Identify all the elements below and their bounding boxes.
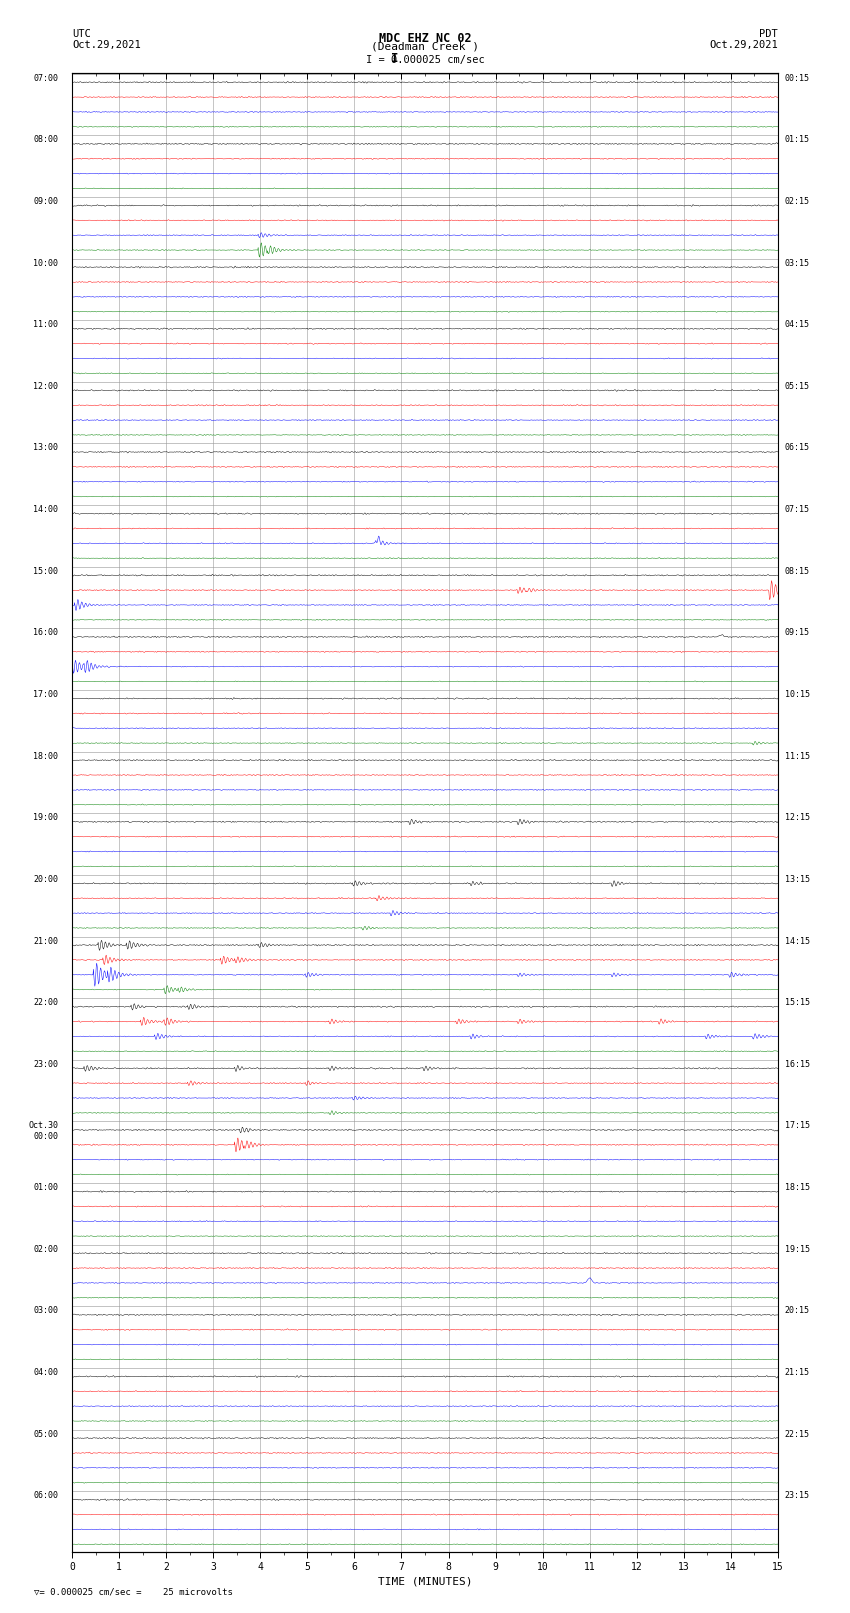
Text: 09:00: 09:00	[33, 197, 58, 206]
Text: 09:15: 09:15	[785, 629, 810, 637]
Text: 12:15: 12:15	[785, 813, 810, 823]
Text: 01:00: 01:00	[33, 1182, 58, 1192]
Text: 16:00: 16:00	[33, 629, 58, 637]
Text: 03:00: 03:00	[33, 1307, 58, 1315]
Text: 11:15: 11:15	[785, 752, 810, 761]
Text: 13:00: 13:00	[33, 444, 58, 453]
Text: 17:00: 17:00	[33, 690, 58, 698]
Text: (Deadman Creek ): (Deadman Creek )	[371, 42, 479, 52]
Text: 06:15: 06:15	[785, 444, 810, 453]
Text: 15:00: 15:00	[33, 566, 58, 576]
Text: 22:15: 22:15	[785, 1429, 810, 1439]
Text: 07:00: 07:00	[33, 74, 58, 82]
Text: 23:00: 23:00	[33, 1060, 58, 1069]
Text: 19:15: 19:15	[785, 1245, 810, 1253]
Text: PDT: PDT	[759, 29, 778, 39]
Text: 02:00: 02:00	[33, 1245, 58, 1253]
Text: 19:00: 19:00	[33, 813, 58, 823]
Text: 13:15: 13:15	[785, 874, 810, 884]
Text: 07:15: 07:15	[785, 505, 810, 515]
Text: 05:15: 05:15	[785, 382, 810, 390]
Text: 21:15: 21:15	[785, 1368, 810, 1378]
Text: 18:15: 18:15	[785, 1182, 810, 1192]
Text: 04:15: 04:15	[785, 321, 810, 329]
Text: 03:15: 03:15	[785, 258, 810, 268]
Text: 16:15: 16:15	[785, 1060, 810, 1069]
Text: Oct.29,2021: Oct.29,2021	[709, 40, 778, 50]
Text: 04:00: 04:00	[33, 1368, 58, 1378]
Text: 20:00: 20:00	[33, 874, 58, 884]
Text: 20:15: 20:15	[785, 1307, 810, 1315]
Text: 10:15: 10:15	[785, 690, 810, 698]
Text: 22:00: 22:00	[33, 998, 58, 1007]
Text: 12:00: 12:00	[33, 382, 58, 390]
Text: I = 0.000025 cm/sec: I = 0.000025 cm/sec	[366, 55, 484, 65]
Text: 21:00: 21:00	[33, 937, 58, 945]
Text: MDC EHZ NC 02: MDC EHZ NC 02	[379, 32, 471, 45]
Text: ▽= 0.000025 cm/sec =    25 microvolts: ▽= 0.000025 cm/sec = 25 microvolts	[34, 1587, 233, 1597]
Text: UTC: UTC	[72, 29, 91, 39]
Text: Oct.29,2021: Oct.29,2021	[72, 40, 141, 50]
Text: 14:00: 14:00	[33, 505, 58, 515]
Text: 02:15: 02:15	[785, 197, 810, 206]
X-axis label: TIME (MINUTES): TIME (MINUTES)	[377, 1576, 473, 1586]
Text: 11:00: 11:00	[33, 321, 58, 329]
Text: 23:15: 23:15	[785, 1490, 810, 1500]
Text: 10:00: 10:00	[33, 258, 58, 268]
Text: 01:15: 01:15	[785, 135, 810, 144]
Text: 05:00: 05:00	[33, 1429, 58, 1439]
Text: I: I	[392, 52, 399, 65]
Text: Oct.30
00:00: Oct.30 00:00	[28, 1121, 58, 1140]
Text: 15:15: 15:15	[785, 998, 810, 1007]
Text: 08:15: 08:15	[785, 566, 810, 576]
Text: 00:15: 00:15	[785, 74, 810, 82]
Text: 18:00: 18:00	[33, 752, 58, 761]
Text: 14:15: 14:15	[785, 937, 810, 945]
Text: 06:00: 06:00	[33, 1490, 58, 1500]
Text: 17:15: 17:15	[785, 1121, 810, 1131]
Text: 08:00: 08:00	[33, 135, 58, 144]
